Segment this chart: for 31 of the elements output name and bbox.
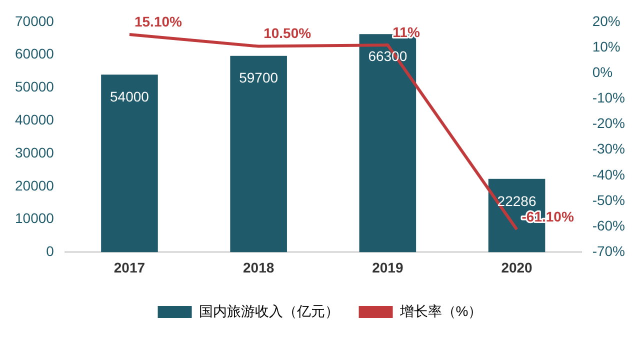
y2-tick-label: 20%	[592, 12, 620, 29]
bar	[230, 56, 287, 252]
y2-tick-label: -70%	[592, 243, 626, 260]
y2-tick-label: -30%	[592, 140, 626, 157]
data-label: 10.50%	[264, 25, 312, 42]
x-tick-label: 2019	[372, 259, 404, 276]
bar	[101, 74, 158, 252]
x-tick-label: 2017	[114, 259, 146, 276]
legend-label: 增长率（%）	[398, 302, 482, 319]
y2-tick-label: -50%	[592, 192, 626, 208]
data-label: 22286	[497, 192, 536, 209]
data-label: 59700	[239, 70, 278, 86]
data-label: 15.10%	[134, 13, 183, 30]
y2-tick-label: 0%	[592, 64, 613, 80]
y2-tick-label: -40%	[592, 166, 626, 182]
y-tick-label: 40000	[14, 112, 54, 128]
y-tick-label: 50000	[14, 78, 54, 95]
y-tick-label: 70000	[14, 12, 54, 29]
y-tick-label: 30000	[14, 144, 54, 160]
y2-tick-label: 10%	[592, 38, 620, 54]
y-tick-label: 10000	[14, 210, 54, 226]
y-tick-label: 20000	[14, 177, 54, 194]
x-tick-label: 2018	[243, 259, 274, 276]
x-tick-label: 2020	[501, 259, 533, 276]
legend-label: 国内旅游收入（亿元）	[198, 302, 339, 319]
y2-tick-label: -10%	[592, 90, 626, 106]
y2-tick-label: -20%	[592, 115, 626, 132]
y2-tick-label: -60%	[592, 217, 626, 234]
y-tick-label: 60000	[14, 46, 54, 62]
data-label: 54000	[110, 88, 150, 104]
y-tick-label: 0	[46, 243, 54, 260]
